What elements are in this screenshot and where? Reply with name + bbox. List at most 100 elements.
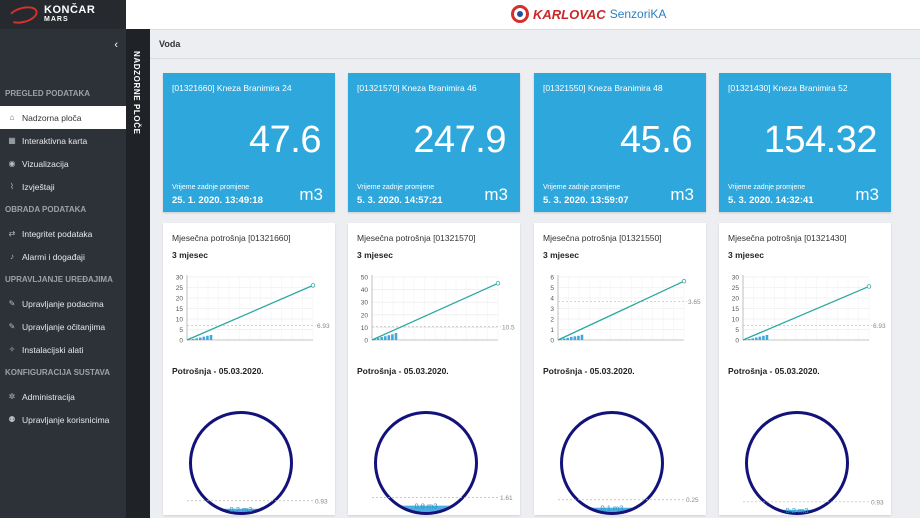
bar bbox=[202, 336, 206, 340]
y-tick-label: 1 bbox=[550, 327, 554, 334]
gauge-value-label: 0.8 m3 bbox=[415, 502, 438, 511]
gauge-title: Potrošnja - 05.03.2020. bbox=[728, 366, 820, 376]
shuffle-icon: ⇄ bbox=[8, 229, 16, 238]
average-label: 6.93 bbox=[873, 323, 886, 330]
meter-value: 47.6 bbox=[249, 119, 321, 161]
chart-period: 3 mjesec bbox=[357, 250, 393, 260]
timestamp-label: Vrijeme zadnje promjene bbox=[728, 184, 806, 191]
y-tick-label: 5 bbox=[550, 285, 554, 292]
meter-value: 247.9 bbox=[413, 119, 506, 161]
gauge-reference-label: 0.93 bbox=[871, 499, 884, 506]
meter-id: [01321660] Kneza Branimira 24 bbox=[172, 83, 292, 93]
consumption-panel: Mjesečna potrošnja [01321660] 3 mjesec P… bbox=[163, 223, 335, 515]
bar bbox=[195, 338, 198, 340]
sidebar-item[interactable]: ⇄ Integritet podataka bbox=[0, 222, 126, 245]
y-tick-label: 0 bbox=[364, 338, 368, 345]
meter-unit: m3 bbox=[670, 185, 694, 204]
wrench-icon: ✧ bbox=[8, 345, 16, 354]
gauge-value-label: 0.2 m3 bbox=[786, 506, 809, 515]
gauge-ring bbox=[745, 411, 849, 515]
bar bbox=[580, 334, 584, 340]
bar bbox=[188, 339, 191, 340]
y-tick-label: 10 bbox=[732, 317, 740, 324]
y-tick-label: 25 bbox=[176, 285, 184, 292]
sidebar-item-label: Interaktivna karta bbox=[22, 135, 88, 146]
sidebar-item-label: Integritet podataka bbox=[22, 228, 93, 239]
brand-product: SenzoriKA bbox=[609, 7, 667, 21]
trend-point bbox=[310, 283, 316, 288]
gauge-fill bbox=[748, 509, 846, 512]
dashboard-strip[interactable]: NADZORNE PLOČE bbox=[126, 29, 150, 518]
logo[interactable]: KONČAR MARS bbox=[0, 0, 126, 29]
sidebar-item[interactable]: ✎ Upravljanje podacima bbox=[0, 292, 126, 315]
bar bbox=[391, 334, 394, 340]
consumption-chart: 0 1 2 3 4 5 6 3.65 0.25 0.1 m3 bbox=[550, 275, 701, 515]
sidebar-item-label: Administracija bbox=[22, 391, 75, 402]
bar bbox=[569, 336, 573, 340]
bar bbox=[376, 338, 380, 340]
page-title: Voda bbox=[159, 39, 181, 49]
gauge-reference-label: 0.93 bbox=[315, 498, 328, 505]
meter-card[interactable]: [01321570] Kneza Branimira 46 247.9 Vrij… bbox=[348, 73, 520, 212]
consumption-panel: Mjesečna potrošnja [01321570] 3 mjesec P… bbox=[348, 223, 520, 515]
sidebar-item[interactable]: ⌂ Nadzorna ploča bbox=[0, 106, 126, 129]
gauge-ring bbox=[374, 411, 478, 515]
bar bbox=[383, 336, 387, 340]
y-tick-label: 6 bbox=[550, 275, 554, 282]
average-label: 10.5 bbox=[502, 324, 515, 331]
bar bbox=[380, 337, 383, 340]
meter-card[interactable]: [01321660] Kneza Branimira 24 47.6 Vrije… bbox=[163, 73, 335, 212]
sidebar-item[interactable]: ✧ Instalacijski alati bbox=[0, 338, 126, 361]
dashboard-icon: ⌂ bbox=[9, 113, 15, 122]
chart-title: Mjesečna potrošnja [01321430] bbox=[728, 233, 847, 243]
sidebar-item[interactable]: ◉ Vizualizacija bbox=[0, 152, 126, 175]
strip-label: NADZORNE PLOČE bbox=[132, 51, 141, 135]
meter-unit: m3 bbox=[484, 185, 508, 204]
meter-id: [01321550] Kneza Branimira 48 bbox=[543, 83, 663, 93]
y-tick-label: 30 bbox=[361, 300, 369, 307]
karlovac-emblem-icon bbox=[511, 5, 529, 23]
bar bbox=[562, 338, 566, 340]
sidebar-item[interactable]: ▦ Interaktivna karta bbox=[0, 129, 126, 152]
koncar-logo-icon bbox=[6, 2, 40, 27]
meter-card[interactable]: [01321430] Kneza Branimira 52 154.32 Vri… bbox=[719, 73, 891, 212]
bar bbox=[387, 335, 391, 340]
y-tick-label: 15 bbox=[732, 306, 740, 313]
sidebar-item[interactable]: ⌇ Izvještaji bbox=[0, 175, 126, 198]
y-tick-label: 20 bbox=[732, 296, 740, 303]
sidebar: KONČAR MARS ‹ PREGLED PODATAKA ⌂ Nadzorn… bbox=[0, 0, 126, 518]
timestamp: 25. 1. 2020. 13:49:18 bbox=[172, 195, 263, 206]
chart-title: Mjesečna potrošnja [01321660] bbox=[172, 233, 291, 243]
trend-line bbox=[186, 284, 314, 341]
chart-title: Mjesečna potrošnja [01321570] bbox=[357, 233, 476, 243]
y-tick-label: 30 bbox=[732, 275, 740, 282]
chevron-left-icon[interactable]: ‹ bbox=[114, 39, 118, 51]
sidebar-item[interactable]: ✎ Upravljanje očitanjima bbox=[0, 315, 126, 338]
y-tick-label: 30 bbox=[176, 275, 184, 282]
y-tick-label: 50 bbox=[361, 275, 369, 282]
sidebar-item[interactable]: ♪ Alarmi i događaji bbox=[0, 245, 126, 268]
timestamp: 5. 3. 2020. 14:32:41 bbox=[728, 195, 814, 206]
sidebar-item-label: Vizualizacija bbox=[22, 158, 69, 169]
trend-line bbox=[742, 285, 870, 341]
y-tick-label: 10 bbox=[361, 325, 369, 332]
sidebar-item-label: Upravljanje korisnicima bbox=[22, 414, 110, 425]
meter-card[interactable]: [01321550] Kneza Branimira 48 45.6 Vrije… bbox=[534, 73, 706, 212]
bar bbox=[209, 334, 213, 340]
consumption-chart: 0 10 20 30 40 50 10.5 1.61 0.8 m3 bbox=[361, 275, 515, 515]
sidebar-item[interactable]: ✲ Administracija bbox=[0, 385, 126, 408]
timestamp-label: Vrijeme zadnje promjene bbox=[172, 184, 250, 191]
section-title: OBRADA PODATAKA bbox=[5, 205, 87, 214]
bar bbox=[765, 334, 769, 340]
y-tick-label: 0 bbox=[550, 338, 554, 345]
bar bbox=[206, 335, 209, 340]
y-tick-label: 4 bbox=[550, 296, 554, 303]
gauge-fill bbox=[563, 507, 661, 512]
trend-point bbox=[681, 279, 687, 284]
sidebar-item[interactable]: ⚉ Upravljanje korisnicima bbox=[0, 408, 126, 431]
sidebar-item-label: Instalacijski alati bbox=[22, 344, 84, 355]
average-label: 3.65 bbox=[688, 299, 701, 306]
gears-icon: ✲ bbox=[8, 392, 16, 401]
average-label: 6.93 bbox=[317, 323, 330, 330]
brand-name: KARLOVAC bbox=[533, 6, 606, 22]
